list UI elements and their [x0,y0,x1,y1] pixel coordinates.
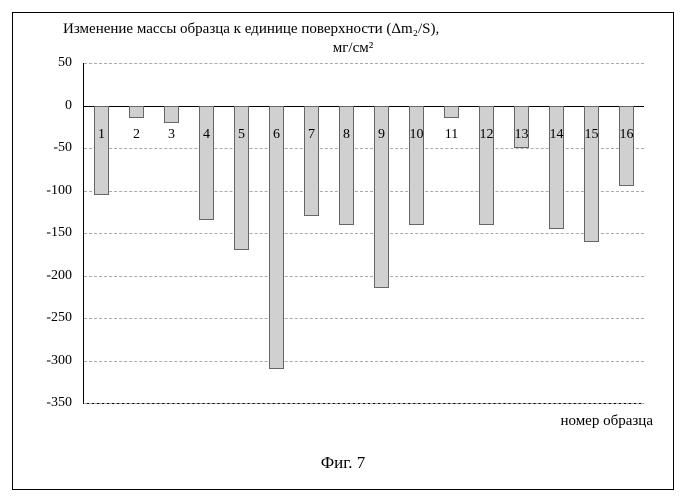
gridline [84,233,644,234]
gridline [84,361,644,362]
bar [164,106,179,123]
bar [479,106,494,225]
x-tick-label: 4 [203,127,210,143]
x-tick-label: 11 [445,127,458,143]
bar [444,106,459,119]
bar [94,106,109,195]
gridline [84,318,644,319]
y-tick-label: -150 [22,225,72,241]
chart-title: Изменение массы образца к единице поверх… [63,21,643,57]
gridline [84,63,644,64]
title-line-2: мг/см² [63,40,643,57]
x-tick-label: 16 [620,127,634,143]
plot-area: 500-50-100-150-200-250-300-3501234567891… [83,63,644,404]
bar [619,106,634,187]
x-tick-label: 2 [133,127,140,143]
x-tick-label: 13 [515,127,529,143]
title-line-1: Изменение массы образца к единице поверх… [63,21,643,38]
y-tick-label: 50 [22,55,72,71]
x-tick-label: 6 [273,127,280,143]
x-tick-label: 7 [308,127,315,143]
bar [409,106,424,225]
y-tick-label: -100 [22,183,72,199]
bar [129,106,144,119]
x-tick-label: 5 [238,127,245,143]
x-tick-label: 12 [480,127,494,143]
y-tick-label: -300 [22,353,72,369]
x-tick-label: 15 [585,127,599,143]
outer-frame: Изменение массы образца к единице поверх… [12,12,674,490]
x-axis-title: номер образца [560,413,653,430]
y-tick-label: -250 [22,310,72,326]
y-tick-label: -200 [22,268,72,284]
x-tick-label: 8 [343,127,350,143]
y-tick-label: -350 [22,395,72,411]
x-tick-label: 10 [410,127,424,143]
figure-caption: Фиг. 7 [13,453,673,473]
x-tick-label: 1 [98,127,105,143]
bar [304,106,319,217]
x-tick-label: 3 [168,127,175,143]
gridline [84,276,644,277]
bar [549,106,564,229]
bar [269,106,284,370]
gridline [84,403,644,404]
bar [199,106,214,221]
x-tick-label: 9 [378,127,385,143]
y-tick-label: 0 [22,98,72,114]
y-tick-label: -50 [22,140,72,156]
bar [339,106,354,225]
x-tick-label: 14 [550,127,564,143]
